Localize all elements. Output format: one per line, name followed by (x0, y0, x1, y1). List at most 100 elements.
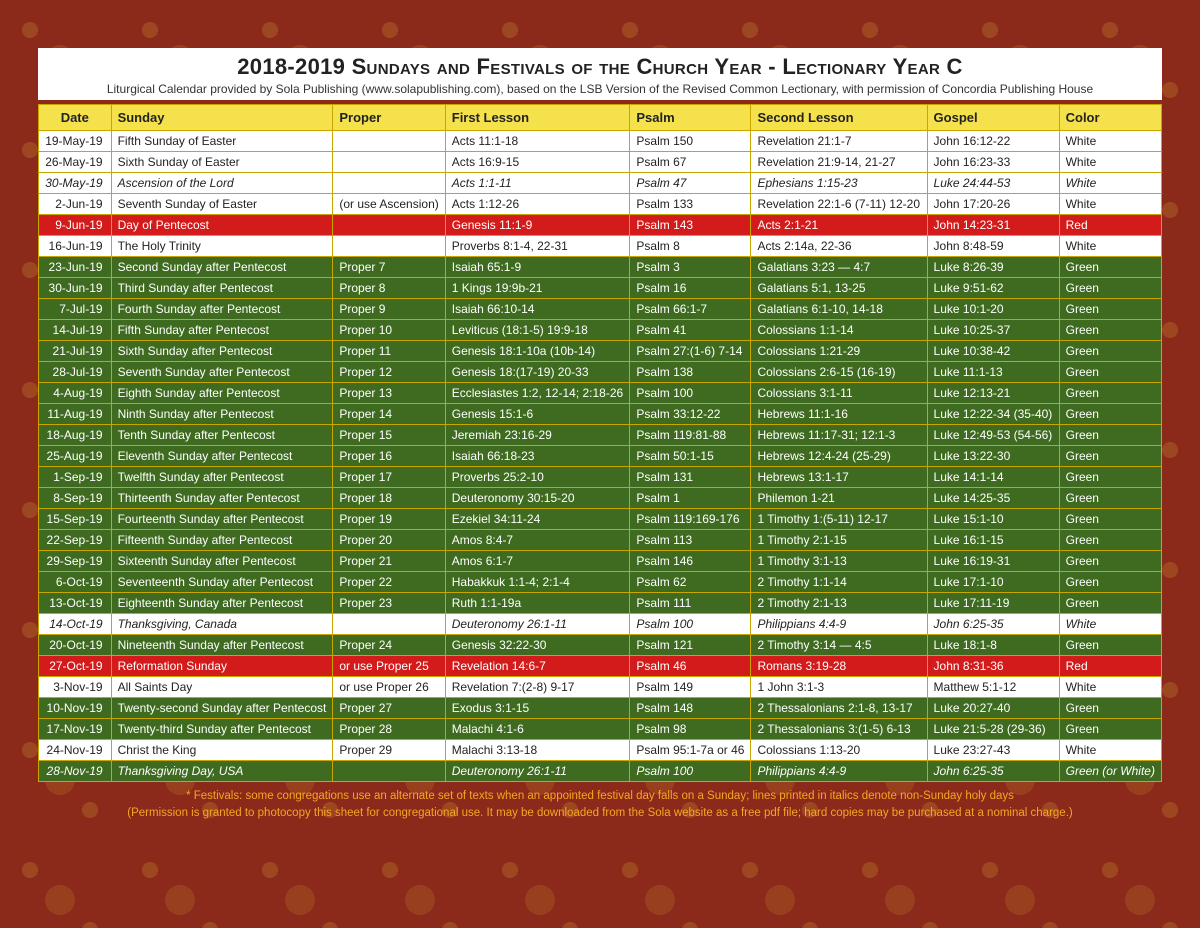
table-cell: Green (1059, 257, 1161, 278)
table-row: 13-Oct-19Eighteenth Sunday after Penteco… (39, 593, 1162, 614)
table-cell: Genesis 11:1-9 (445, 215, 630, 236)
table-cell: Nineteenth Sunday after Pentecost (111, 635, 333, 656)
table-cell: Acts 11:1-18 (445, 131, 630, 152)
column-header: Gospel (927, 105, 1059, 131)
table-header: DateSundayProperFirst LessonPsalmSecond … (39, 105, 1162, 131)
table-cell: 13-Oct-19 (39, 593, 112, 614)
table-cell: Green (1059, 488, 1161, 509)
table-cell: Thanksgiving Day, USA (111, 761, 333, 782)
table-cell: Psalm 150 (630, 131, 751, 152)
column-header: First Lesson (445, 105, 630, 131)
table-cell: Psalm 143 (630, 215, 751, 236)
table-cell: Proper 10 (333, 320, 445, 341)
lectionary-table: DateSundayProperFirst LessonPsalmSecond … (38, 104, 1162, 782)
table-cell: Christ the King (111, 740, 333, 761)
table-cell (333, 614, 445, 635)
table-cell: Jeremiah 23:16-29 (445, 425, 630, 446)
table-cell: Luke 21:5-28 (29-36) (927, 719, 1059, 740)
table-cell: Proper 8 (333, 278, 445, 299)
table-cell: Tenth Sunday after Pentecost (111, 425, 333, 446)
table-cell: Green (1059, 530, 1161, 551)
table-cell: Genesis 18:1-10a (10b-14) (445, 341, 630, 362)
table-cell: Revelation 21:9-14, 21-27 (751, 152, 927, 173)
table-cell: Psalm 66:1-7 (630, 299, 751, 320)
table-cell: 24-Nov-19 (39, 740, 112, 761)
table-row: 1-Sep-19Twelfth Sunday after PentecostPr… (39, 467, 1162, 488)
table-cell: Psalm 119:169-176 (630, 509, 751, 530)
table-cell: Ezekiel 34:11-24 (445, 509, 630, 530)
table-cell: Green (1059, 278, 1161, 299)
table-cell: White (1059, 677, 1161, 698)
table-cell: Philippians 4:4-9 (751, 761, 927, 782)
table-cell: Green (1059, 509, 1161, 530)
table-cell: 7-Jul-19 (39, 299, 112, 320)
table-cell: 6-Oct-19 (39, 572, 112, 593)
page-title: 2018-2019 Sundays and Festivals of the C… (38, 54, 1162, 80)
table-row: 30-May-19Ascension of the LordActs 1:1-1… (39, 173, 1162, 194)
table-row: 15-Sep-19Fourteenth Sunday after Penteco… (39, 509, 1162, 530)
table-cell: 29-Sep-19 (39, 551, 112, 572)
table-cell: 20-Oct-19 (39, 635, 112, 656)
table-cell: Reformation Sunday (111, 656, 333, 677)
table-cell: Seventh Sunday of Easter (111, 194, 333, 215)
table-cell: Psalm 121 (630, 635, 751, 656)
table-cell: Green (1059, 572, 1161, 593)
table-cell: Psalm 1 (630, 488, 751, 509)
table-cell: Luke 17:1-10 (927, 572, 1059, 593)
table-cell: Luke 18:1-8 (927, 635, 1059, 656)
table-cell: Red (1059, 656, 1161, 677)
table-cell: White (1059, 236, 1161, 257)
table-cell: John 8:48-59 (927, 236, 1059, 257)
table-cell: Luke 20:27-40 (927, 698, 1059, 719)
table-cell: Ruth 1:1-19a (445, 593, 630, 614)
table-cell: Acts 1:1-11 (445, 173, 630, 194)
table-cell: Luke 16:1-15 (927, 530, 1059, 551)
table-row: 14-Oct-19Thanksgiving, CanadaDeuteronomy… (39, 614, 1162, 635)
table-cell: Colossians 1:1-14 (751, 320, 927, 341)
table-cell: 2 Thessalonians 2:1-8, 13-17 (751, 698, 927, 719)
table-cell: 2 Timothy 1:1-14 (751, 572, 927, 593)
table-cell: Green (or White) (1059, 761, 1161, 782)
table-cell: Psalm 16 (630, 278, 751, 299)
table-cell: 1 John 3:1-3 (751, 677, 927, 698)
table-row: 17-Nov-19Twenty-third Sunday after Pente… (39, 719, 1162, 740)
table-cell: Luke 9:51-62 (927, 278, 1059, 299)
table-cell: 23-Jun-19 (39, 257, 112, 278)
table-cell (333, 131, 445, 152)
table-cell: Proper 9 (333, 299, 445, 320)
table-cell: Green (1059, 320, 1161, 341)
table-cell: Colossians 1:13-20 (751, 740, 927, 761)
table-cell: Proper 24 (333, 635, 445, 656)
table-cell: 15-Sep-19 (39, 509, 112, 530)
table-cell: 26-May-19 (39, 152, 112, 173)
table-row: 19-May-19Fifth Sunday of EasterActs 11:1… (39, 131, 1162, 152)
table-cell: Seventh Sunday after Pentecost (111, 362, 333, 383)
table-cell: 19-May-19 (39, 131, 112, 152)
table-cell: Colossians 1:21-29 (751, 341, 927, 362)
table-cell: Deuteronomy 26:1-11 (445, 614, 630, 635)
table-row: 16-Jun-19The Holy TrinityProverbs 8:1-4,… (39, 236, 1162, 257)
table-cell: Proper 13 (333, 383, 445, 404)
table-cell: Proper 29 (333, 740, 445, 761)
table-cell: Psalm 146 (630, 551, 751, 572)
table-cell: Luke 15:1-10 (927, 509, 1059, 530)
table-cell: Luke 23:27-43 (927, 740, 1059, 761)
table-row: 28-Nov-19Thanksgiving Day, USADeuteronom… (39, 761, 1162, 782)
table-cell: White (1059, 194, 1161, 215)
table-cell: Habakkuk 1:1-4; 2:1-4 (445, 572, 630, 593)
table-cell: Proper 20 (333, 530, 445, 551)
column-header: Date (39, 105, 112, 131)
table-cell: Green (1059, 425, 1161, 446)
table-row: 11-Aug-19Ninth Sunday after PentecostPro… (39, 404, 1162, 425)
table-cell: John 8:31-36 (927, 656, 1059, 677)
table-cell: Revelation 22:1-6 (7-11) 12-20 (751, 194, 927, 215)
table-cell: Green (1059, 341, 1161, 362)
table-row: 20-Oct-19Nineteenth Sunday after Penteco… (39, 635, 1162, 656)
table-cell: Psalm 33:12-22 (630, 404, 751, 425)
table-cell: 1 Timothy 2:1-15 (751, 530, 927, 551)
table-cell: Proper 17 (333, 467, 445, 488)
table-row: 27-Oct-19Reformation Sundayor use Proper… (39, 656, 1162, 677)
table-cell: Third Sunday after Pentecost (111, 278, 333, 299)
table-cell: Luke 12:49-53 (54-56) (927, 425, 1059, 446)
column-header: Proper (333, 105, 445, 131)
